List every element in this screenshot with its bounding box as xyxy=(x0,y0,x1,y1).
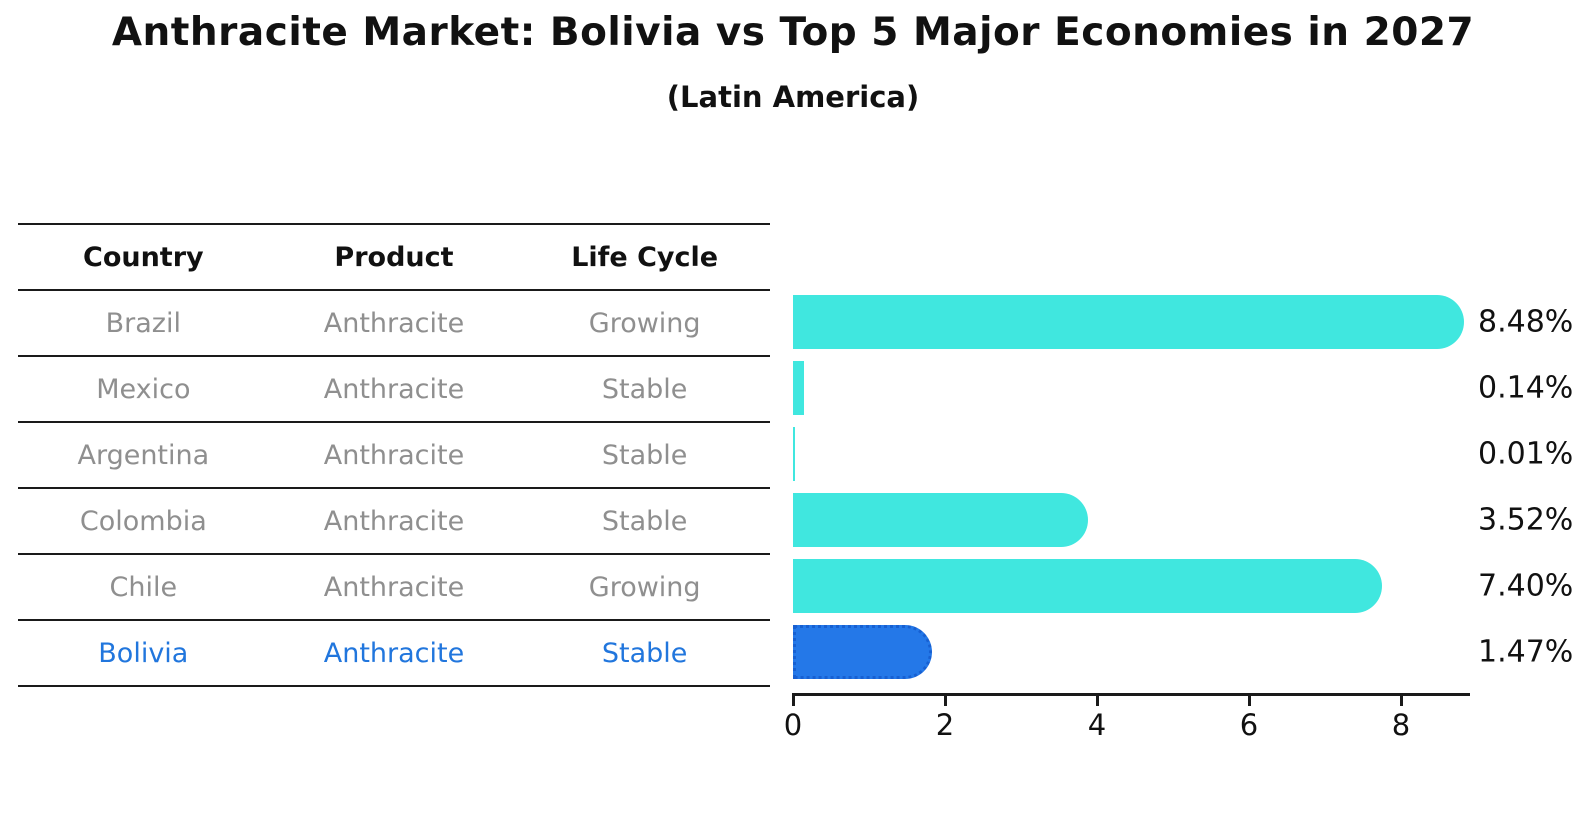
value-label-brazil: 8.48% xyxy=(1478,304,1574,340)
cell-life-cycle: Stable xyxy=(601,439,688,471)
x-tick-label: 0 xyxy=(783,708,803,742)
bar-chile xyxy=(793,559,1383,613)
cell-life-cycle: Growing xyxy=(588,571,701,603)
cell-life-cycle: Growing xyxy=(588,307,701,339)
table-row-mexico: Mexico Anthracite Stable xyxy=(18,357,770,423)
x-tick-label: 6 xyxy=(1239,708,1259,742)
x-axis-line xyxy=(792,693,1470,696)
value-label-colombia: 3.52% xyxy=(1478,502,1574,538)
cell-country: Brazil xyxy=(105,307,181,339)
chart-title: Anthracite Market: Bolivia vs Top 5 Majo… xyxy=(111,10,1475,55)
x-tick xyxy=(792,695,795,706)
column-header-life-cycle: Life Cycle xyxy=(571,241,719,273)
column-header-product: Product xyxy=(334,241,454,273)
table-row-bolivia: Bolivia Anthracite Stable xyxy=(18,621,770,687)
table-header-row: Country Product Life Cycle xyxy=(18,225,770,291)
bar-bolivia xyxy=(793,625,932,679)
x-tick xyxy=(1096,695,1099,706)
table-body: Brazil Anthracite Growing Mexico Anthracite S… xyxy=(18,291,770,687)
bar-argentina xyxy=(793,427,795,481)
cell-life-cycle: Stable xyxy=(601,373,688,405)
x-tick xyxy=(1248,695,1251,706)
x-tick-label: 4 xyxy=(1087,708,1107,742)
cell-product: Anthracite xyxy=(323,439,465,471)
cell-product: Anthracite xyxy=(323,505,465,537)
cell-country: Bolivia xyxy=(98,637,189,669)
bar-mexico xyxy=(793,361,804,415)
cell-product: Anthracite xyxy=(323,373,465,405)
value-label-argentina: 0.01% xyxy=(1478,436,1574,472)
table-row-chile: Chile Anthracite Growing xyxy=(18,555,770,621)
cell-life-cycle: Stable xyxy=(601,637,688,669)
column-header-country: Country xyxy=(83,241,204,273)
value-label-bolivia: 1.47% xyxy=(1478,634,1574,670)
value-label-mexico: 0.14% xyxy=(1478,370,1574,406)
chart-subtitle: (Latin America) xyxy=(666,80,920,114)
cell-country: Chile xyxy=(109,571,178,603)
table-row-colombia: Colombia Anthracite Stable xyxy=(18,489,770,555)
cell-country: Mexico xyxy=(96,373,191,405)
x-tick-label: 8 xyxy=(1391,708,1411,742)
bar-colombia xyxy=(793,493,1088,547)
x-tick xyxy=(1400,695,1403,706)
table-row-brazil: Brazil Anthracite Growing xyxy=(18,291,770,357)
x-tick-label: 2 xyxy=(935,708,955,742)
cell-product: Anthracite xyxy=(323,637,465,669)
bar-brazil xyxy=(793,295,1465,349)
cell-product: Anthracite xyxy=(323,571,465,603)
table-row-argentina: Argentina Anthracite Stable xyxy=(18,423,770,489)
cell-life-cycle: Stable xyxy=(601,505,688,537)
cell-product: Anthracite xyxy=(323,307,465,339)
cell-country: Argentina xyxy=(77,439,210,471)
cell-country: Colombia xyxy=(79,505,207,537)
country-table: Country Product Life Cycle Brazil Anthrac… xyxy=(18,223,770,687)
x-tick xyxy=(944,695,947,706)
value-label-chile: 7.40% xyxy=(1478,568,1574,604)
